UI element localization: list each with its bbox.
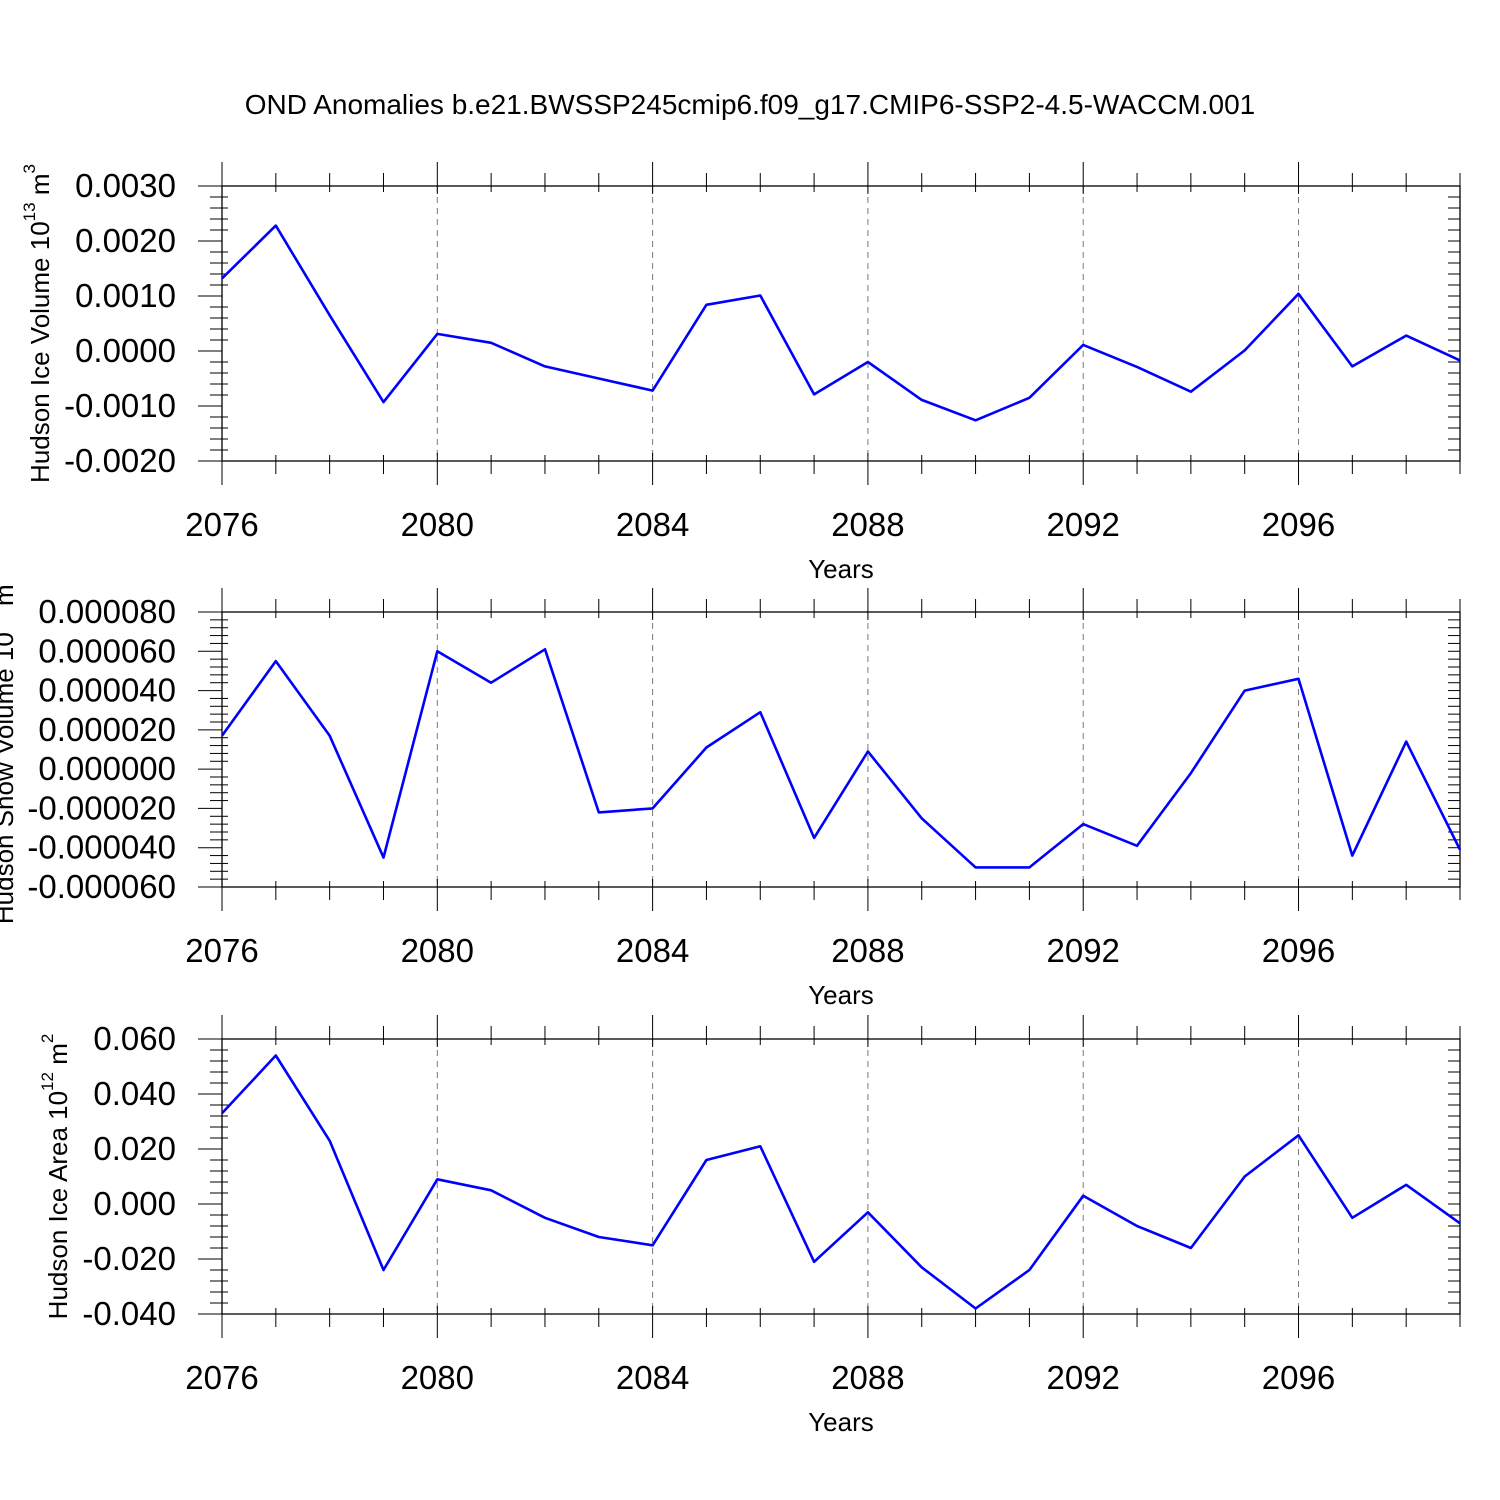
x-tick-label: 2076 xyxy=(185,1359,258,1396)
y-tick-label: 0.000 xyxy=(93,1185,176,1222)
series-line xyxy=(221,1054,1461,1310)
y-axis-label-unit: m xyxy=(0,584,19,613)
x-tick-label: 2088 xyxy=(831,506,904,543)
y-tick-label: 0.020 xyxy=(93,1130,176,1167)
y-tick-label: 0.000020 xyxy=(38,711,176,748)
x-tick-label: 2084 xyxy=(616,932,689,969)
x-tick-label: 2096 xyxy=(1262,932,1335,969)
y-tick-label: 0.000060 xyxy=(38,632,176,669)
panel-2: 2076 2080 2084 2088 2092 2096-0.000060-0.0000… xyxy=(0,575,1462,1010)
y-tick-label: 0.0020 xyxy=(75,222,176,259)
x-axis-label: Years xyxy=(808,1407,874,1437)
x-tick-label: 2076 xyxy=(185,932,258,969)
x-tick-label: 2080 xyxy=(401,932,474,969)
plot-frame xyxy=(221,185,1461,462)
y-tick-label: 0.000000 xyxy=(38,750,176,787)
x-tick-label: 2096 xyxy=(1262,506,1335,543)
series-line xyxy=(220,647,1462,869)
x-tick-label: 2084 xyxy=(616,1359,689,1396)
y-axis-label-unit: m xyxy=(43,1043,73,1072)
y-axis-label-main: Hudson Ice Volume 10 xyxy=(25,221,55,483)
y-axis-label-unit-exp: 2 xyxy=(38,1034,57,1043)
x-tick-label: 2076 xyxy=(185,506,258,543)
x-tick-label: 2088 xyxy=(831,932,904,969)
x-tick-label: 2096 xyxy=(1262,1359,1335,1396)
y-tick-label: -0.0020 xyxy=(64,442,176,479)
y-axis-label-exp: 13 xyxy=(0,613,3,632)
y-axis-label-exp: 12 xyxy=(38,1072,57,1091)
x-tick-label: 2092 xyxy=(1047,506,1120,543)
y-tick-label: 0.000040 xyxy=(38,672,176,709)
x-axis-label: Years xyxy=(808,554,874,584)
y-axis-label-unit-exp: 3 xyxy=(20,164,39,173)
x-tick-label: 2092 xyxy=(1047,932,1120,969)
y-axis-label-main: Hudson Snow Volume 10 xyxy=(0,632,19,924)
y-tick-label: 0.060 xyxy=(93,1020,176,1057)
y-tick-label: -0.000040 xyxy=(27,829,176,866)
y-tick-label: 0.0030 xyxy=(75,167,176,204)
y-axis-label: Hudson Ice Volume 1013 m3 xyxy=(20,164,54,483)
y-axis-label: Hudson Ice Area 1012 m2 xyxy=(38,1034,72,1320)
y-tick-label: -0.040 xyxy=(82,1295,176,1332)
x-tick-label: 2092 xyxy=(1047,1359,1120,1396)
y-tick-label: 0.0010 xyxy=(75,277,176,314)
plot-frame xyxy=(221,1038,1461,1315)
y-axis-label-unit: m xyxy=(25,174,55,203)
x-tick-label: 2084 xyxy=(616,506,689,543)
x-tick-label: 2080 xyxy=(401,506,474,543)
series-line xyxy=(221,224,1461,422)
x-tick-label: 2088 xyxy=(831,1359,904,1396)
y-tick-label: -0.020 xyxy=(82,1240,176,1277)
panel-3: 2076 2080 2084 2088 2092 2096 -0.040 -0.020 0.00… xyxy=(38,1015,1461,1437)
y-tick-label: -0.000060 xyxy=(27,868,176,905)
chart-title: OND Anomalies b.e21.BWSSP245cmip6.f09_g1… xyxy=(245,89,1256,120)
y-axis-label-unit-exp: 3 xyxy=(0,575,3,584)
panel-1: 2076 2080 2084 2088 2092 2096 -0.0020 -0.0010 0.… xyxy=(20,162,1461,584)
y-axis-label: Hudson Snow Volume 1013 m3 xyxy=(0,575,19,924)
y-tick-label: -0.000020 xyxy=(27,789,176,826)
y-axis-label-exp: 13 xyxy=(20,202,39,221)
x-tick-label: 2080 xyxy=(401,1359,474,1396)
y-tick-label: 0.040 xyxy=(93,1075,176,1112)
y-axis-label-main: Hudson Ice Area 10 xyxy=(43,1091,73,1319)
y-tick-label: -0.0010 xyxy=(64,387,176,424)
plot-frame xyxy=(221,611,1461,888)
y-tick-label: 0.000080 xyxy=(38,593,176,630)
y-tick-label: 0.0000 xyxy=(75,332,176,369)
x-axis-label: Years xyxy=(808,980,874,1010)
